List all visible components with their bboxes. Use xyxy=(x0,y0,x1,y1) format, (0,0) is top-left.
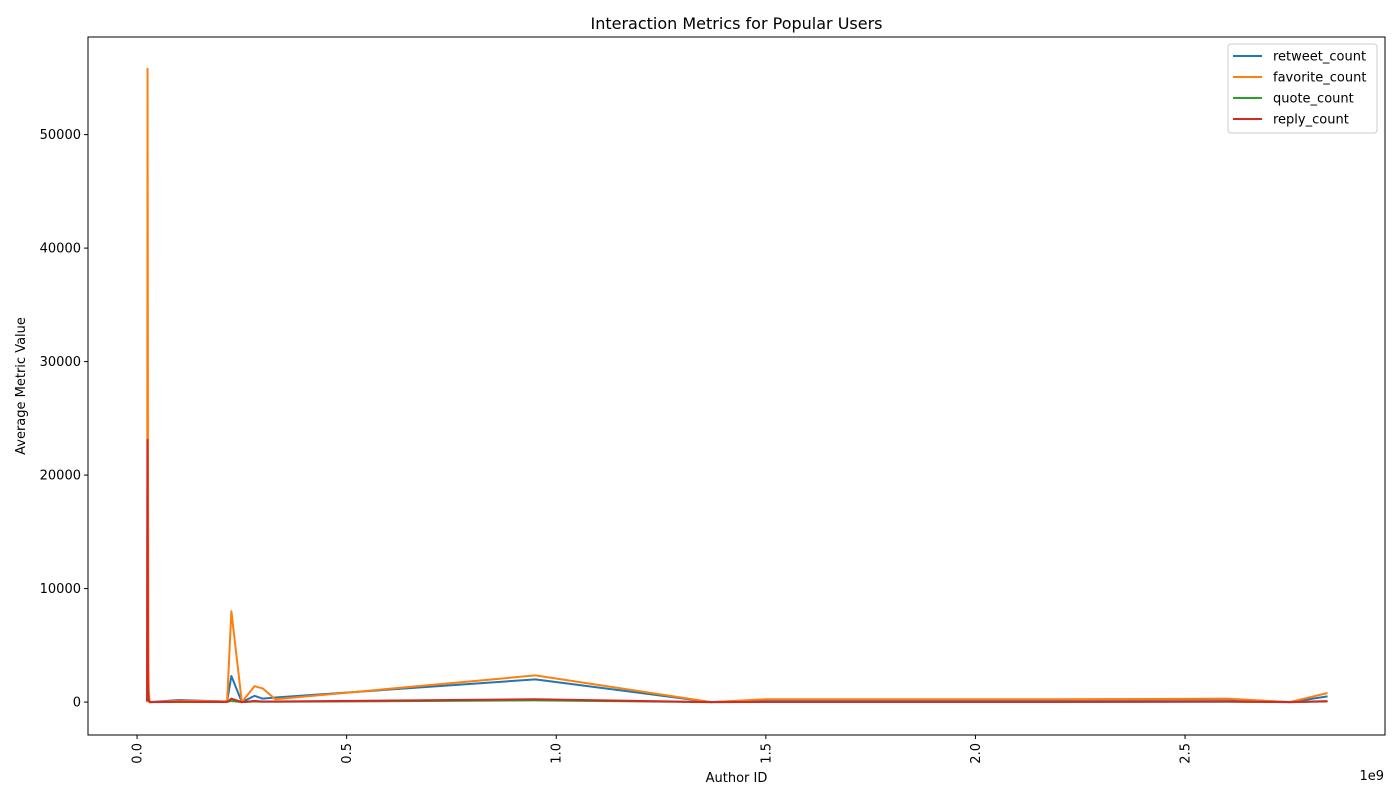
y-tick-label: 50000 xyxy=(40,128,81,143)
y-axis: 0 10000 20000 30000 40000 50000 xyxy=(40,128,88,711)
y-tick-label: 0 xyxy=(73,696,81,711)
x-tick-label: 2.5 xyxy=(1179,743,1194,764)
x-offset-label: 1e9 xyxy=(1359,769,1384,784)
chart-title: Interaction Metrics for Popular Users xyxy=(590,14,882,33)
series-line-reply-count xyxy=(146,438,1328,704)
legend-label: favorite_count xyxy=(1273,71,1366,86)
legend-label: retweet_count xyxy=(1273,50,1366,65)
y-axis-label: Average Metric Value xyxy=(14,317,29,455)
x-tick-label: 1.5 xyxy=(759,743,774,764)
legend-label: quote_count xyxy=(1273,92,1354,107)
series-line-favorite-count xyxy=(146,67,1328,704)
x-tick-label: 1.0 xyxy=(550,743,565,764)
x-axis: 0.0 0.5 1.0 1.5 2.0 2.5 xyxy=(131,735,1194,764)
y-tick-label: 10000 xyxy=(40,582,81,597)
legend: retweet_count favorite_count quote_countre… xyxy=(1227,43,1378,134)
legend-label: reply_count xyxy=(1273,113,1349,128)
plot-lines xyxy=(146,67,1328,704)
y-tick-label: 30000 xyxy=(40,355,81,370)
y-tick-label: 40000 xyxy=(40,242,81,257)
series-line-retweet-count xyxy=(146,474,1328,704)
plot-frame xyxy=(87,36,1386,736)
y-tick-label: 20000 xyxy=(40,469,81,484)
x-tick-label: 2.0 xyxy=(969,743,984,764)
x-tick-label: 0.5 xyxy=(340,743,355,764)
legend-frame xyxy=(1227,43,1378,134)
x-axis-label: Author ID xyxy=(706,771,768,786)
x-tick-label: 0.0 xyxy=(131,743,146,764)
